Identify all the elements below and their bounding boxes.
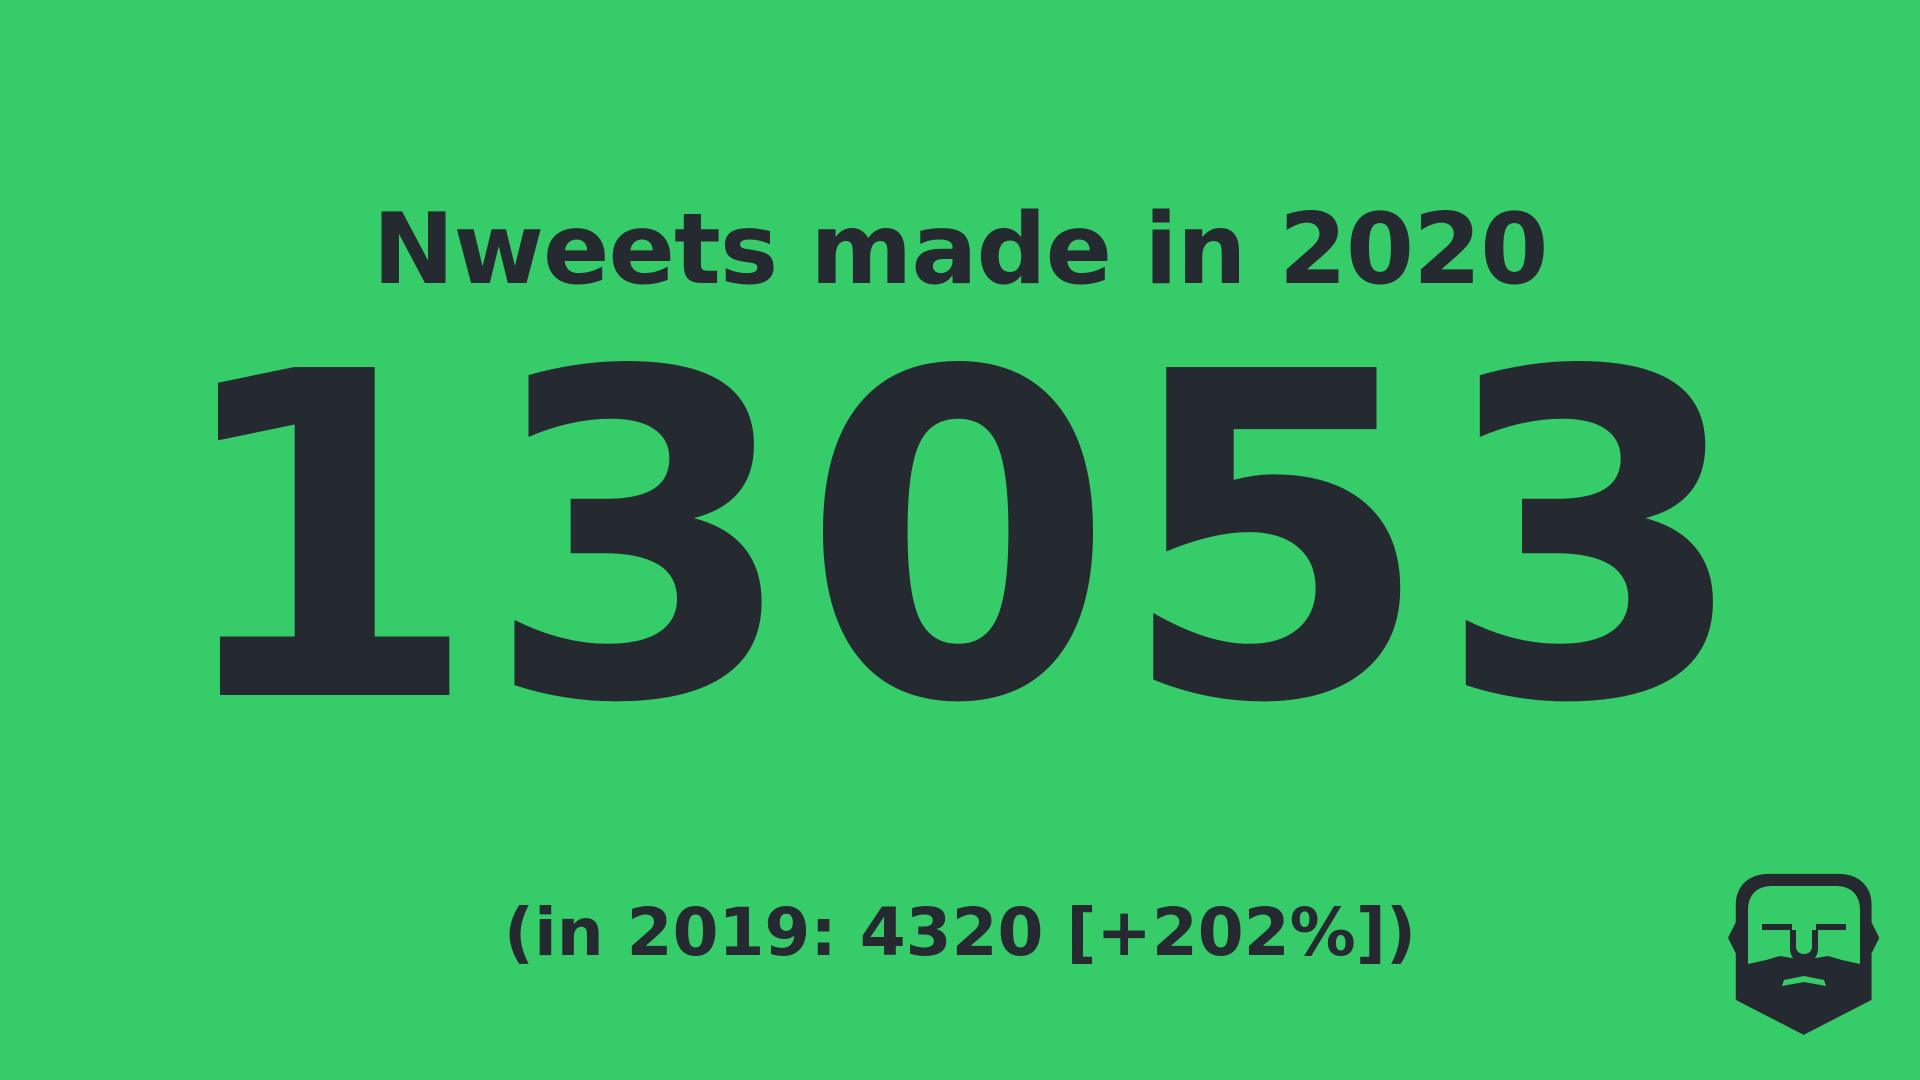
nweet-count: 13053 bbox=[167, 278, 1753, 802]
bearded-face-icon bbox=[1728, 868, 1880, 1044]
previous-year-comparison: (in 2019: 4320 [+202%]) bbox=[503, 894, 1417, 971]
slide-title: Nweets made in 2020 bbox=[372, 193, 1549, 307]
